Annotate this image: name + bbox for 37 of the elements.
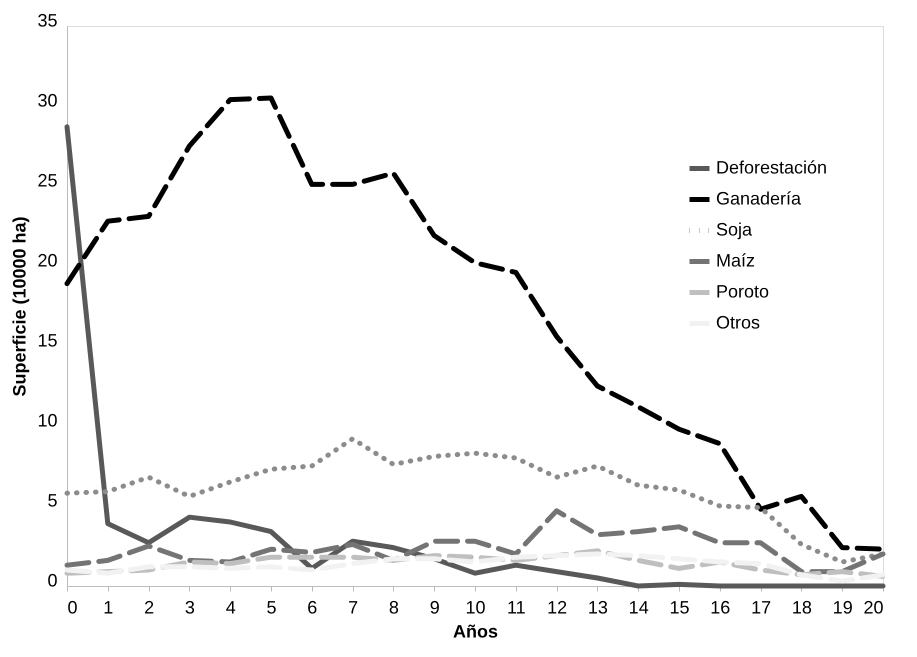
y-tick-label: 0	[47, 570, 58, 590]
legend-label: Deforestación	[716, 158, 828, 178]
x-tick-label: 20	[863, 598, 884, 618]
x-tick-label: 7	[348, 598, 358, 618]
x-tick-label: 11	[506, 598, 526, 618]
y-tick-label: 20	[37, 250, 58, 270]
legend-label: Otros	[716, 312, 760, 332]
y-tick-label: 30	[37, 90, 58, 110]
x-tick-label: 9	[430, 598, 440, 618]
y-tick-label: 35	[37, 10, 58, 30]
x-tick-label: 13	[588, 598, 608, 618]
y-axis-title: Superficie (10000 ha)	[9, 216, 30, 397]
legend-label: Soja	[716, 220, 754, 240]
legend-label: Poroto	[716, 282, 770, 302]
x-tick-label: 16	[710, 598, 730, 618]
y-tick-label: 5	[47, 490, 58, 510]
x-tick-label: 6	[307, 598, 318, 618]
legend-label: Ganadería	[716, 188, 802, 208]
y-tick-label: 15	[37, 330, 58, 350]
legend-label: Maíz	[716, 250, 756, 270]
x-tick-label: 2	[144, 598, 154, 618]
y-tick-label: 25	[37, 170, 58, 190]
x-tick-label: 18	[792, 598, 812, 618]
x-tick-label: 5	[266, 598, 277, 618]
x-tick-label: 14	[628, 598, 649, 618]
x-tick-label: 17	[751, 598, 772, 618]
x-tick-label: 10	[465, 598, 486, 618]
x-tick-label: 0	[68, 598, 78, 618]
x-tick-label: 1	[103, 598, 114, 618]
x-tick-label: 4	[226, 598, 236, 618]
x-axis-title: Años	[453, 622, 498, 642]
x-tick-label: 19	[832, 598, 853, 618]
y-tick-label: 10	[37, 410, 58, 430]
x-tick-label: 15	[669, 598, 690, 618]
x-tick-label: 8	[388, 598, 399, 618]
x-tick-label: 3	[184, 598, 195, 618]
x-tick-label: 12	[547, 598, 568, 618]
